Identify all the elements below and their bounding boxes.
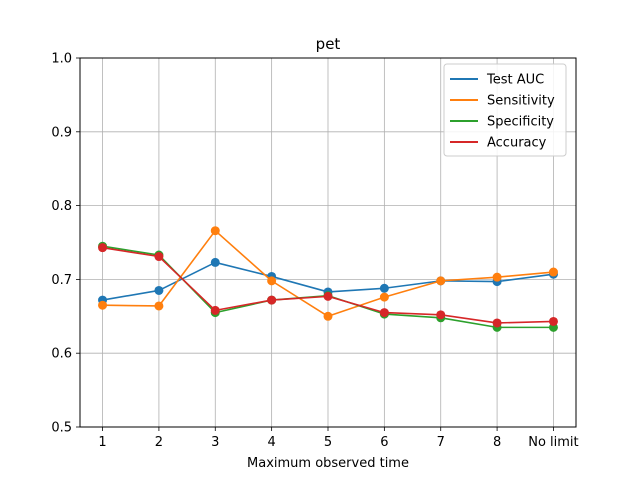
x-tick-label: 2 (155, 435, 163, 450)
data-point (492, 272, 502, 282)
data-point (548, 316, 558, 326)
data-point (492, 318, 502, 328)
y-tick-label: 0.6 (51, 347, 72, 362)
data-point (323, 311, 333, 321)
x-tick-label: 4 (267, 435, 275, 450)
legend-box (443, 63, 567, 157)
y-tick-label: 0.8 (51, 199, 72, 214)
data-point (98, 243, 108, 253)
chart-title: pet (316, 35, 341, 53)
x-tick-label: 5 (324, 435, 332, 450)
x-tick-label: 1 (98, 435, 106, 450)
axes: 1 2 3 4 5 6 7 8 No limit 0.5 0.6 0.7 0.8 0.9 1.0 (51, 52, 578, 451)
data-point (154, 301, 164, 311)
y-tick-label: 0.5 (51, 421, 72, 436)
data-point (267, 276, 277, 286)
data-point (379, 292, 389, 302)
data-point (210, 226, 220, 236)
data-point (323, 291, 333, 301)
data-point (548, 267, 558, 277)
x-tick-label: No limit (528, 435, 578, 450)
y-tick-label: 0.9 (51, 125, 72, 140)
data-point (154, 285, 164, 295)
legend-label: Test AUC (486, 73, 544, 88)
x-tick-label: 6 (380, 435, 388, 450)
data-point (379, 283, 389, 293)
data-point (154, 252, 164, 262)
legend: Test AUC Sensitivity Specificity Accuracy (443, 63, 567, 157)
legend-label: Specificity (487, 115, 554, 130)
data-point (210, 305, 220, 315)
x-tick-label: 3 (211, 435, 219, 450)
data-point (436, 276, 446, 286)
data-point (267, 295, 277, 305)
x-tick-label: 7 (437, 435, 445, 450)
data-point (379, 308, 389, 318)
legend-label: Sensitivity (487, 94, 555, 109)
legend-label: Accuracy (487, 136, 547, 151)
data-point (210, 257, 220, 267)
x-axis-title: Maximum observed time (247, 456, 409, 471)
y-tick-label: 0.7 (51, 273, 72, 288)
data-point (98, 300, 108, 310)
data-point (436, 310, 446, 320)
series-layer (98, 226, 558, 332)
y-tick-label: 1.0 (51, 52, 72, 67)
x-tick-label: 8 (493, 435, 501, 450)
